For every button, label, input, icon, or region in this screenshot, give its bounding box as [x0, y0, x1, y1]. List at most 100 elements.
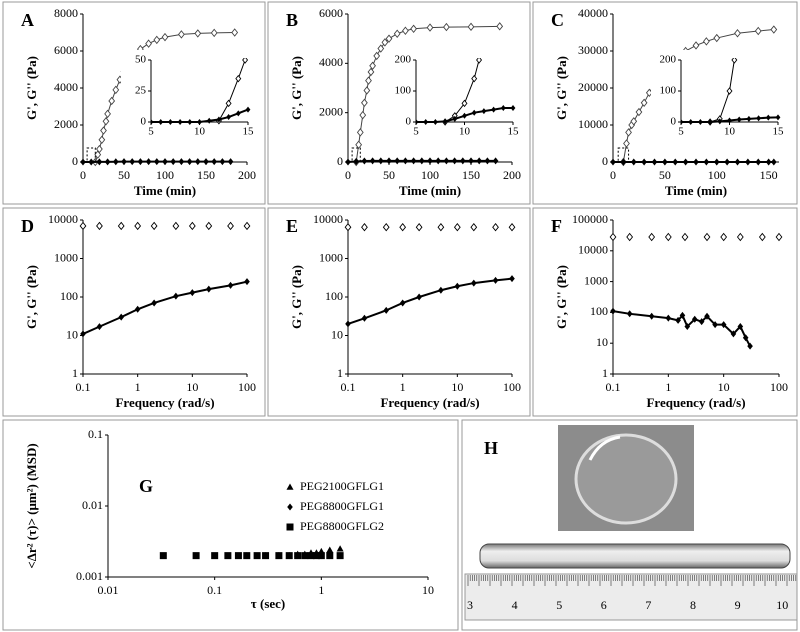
y-axis-label: G', G'' (Pa) — [554, 265, 569, 329]
marker — [307, 552, 315, 560]
zoom-box — [86, 147, 96, 163]
marker — [145, 158, 152, 166]
marker — [227, 281, 234, 289]
marker — [698, 318, 705, 326]
y-tick-label: 1000 — [54, 250, 78, 264]
marker — [720, 321, 727, 329]
marker — [162, 158, 168, 166]
marker — [382, 222, 390, 232]
marker — [476, 58, 483, 64]
y-tick-label: 0 — [602, 154, 608, 168]
x-tick-label: 10 — [459, 126, 471, 138]
marker — [702, 37, 710, 46]
marker — [712, 321, 718, 329]
marker — [195, 158, 201, 166]
marker — [720, 232, 728, 242]
marker — [625, 128, 632, 137]
marker — [672, 158, 679, 166]
marker — [203, 158, 209, 166]
marker — [410, 157, 417, 165]
marker — [104, 109, 111, 119]
marker — [285, 552, 293, 560]
y-tick-label: 1000 — [584, 273, 608, 287]
panel-border — [532, 207, 798, 417]
marker — [150, 221, 158, 231]
y-tick-label: 30000 — [578, 43, 608, 57]
y-axis-label: G', G'' (Pa) — [289, 265, 304, 329]
marker — [192, 552, 200, 560]
marker — [610, 307, 616, 315]
marker — [630, 117, 638, 126]
marker — [186, 158, 193, 166]
x-tick-label: 0 — [610, 168, 616, 182]
marker — [754, 26, 762, 36]
marker — [194, 29, 202, 38]
marker — [378, 157, 384, 165]
marker — [373, 51, 381, 61]
marker — [355, 140, 363, 149]
x-tick-label: 5 — [148, 126, 154, 138]
x-axis-label: Time (min) — [134, 183, 196, 198]
marker — [234, 552, 242, 560]
marker — [443, 157, 450, 165]
marker — [178, 158, 185, 166]
x-tick-label: 1 — [400, 380, 406, 394]
gel-rod — [479, 543, 791, 569]
x-tick-label: 10 — [186, 380, 198, 394]
series-line — [82, 280, 248, 335]
inset: 5 10 15 0 100 200 — [651, 50, 785, 146]
marker — [88, 158, 94, 166]
marker — [724, 158, 730, 166]
y-tick-label: 0.1 — [88, 427, 103, 441]
marker — [496, 22, 504, 31]
marker — [197, 119, 202, 125]
x-tick-label: 10 — [718, 380, 730, 394]
marker — [226, 114, 231, 121]
marker — [460, 157, 466, 165]
marker — [675, 316, 681, 324]
y-tick-label: 1 — [72, 366, 78, 380]
marker — [96, 158, 103, 166]
x-tick-label: 0.1 — [76, 380, 91, 394]
marker — [775, 232, 783, 242]
x-tick-label: 150 — [760, 168, 778, 182]
marker — [500, 105, 506, 112]
panel-label: H — [484, 438, 498, 458]
x-tick-label: 150 — [462, 168, 480, 182]
ruler — [464, 573, 798, 621]
marker — [640, 98, 648, 108]
marker — [437, 222, 445, 232]
panel-border — [2, 419, 459, 631]
marker — [736, 232, 744, 242]
marker — [369, 157, 376, 165]
marker — [172, 221, 180, 231]
y-tick-label: 100 — [395, 85, 412, 97]
marker — [427, 157, 433, 165]
marker — [419, 157, 425, 165]
x-tick-label: 5 — [678, 126, 684, 138]
marker — [227, 221, 234, 231]
marker — [189, 289, 196, 297]
marker — [210, 28, 218, 38]
marker — [476, 157, 482, 165]
marker — [509, 275, 515, 283]
x-tick-label: 0 — [345, 168, 351, 182]
y-tick-label: 8000 — [54, 6, 78, 20]
y-axis-label: G', G'' (Pa) — [24, 56, 39, 120]
y-axis-label: <Δr² (τ)> (μm²) (MSD) — [24, 443, 39, 568]
photo-panel: H — [461, 419, 798, 631]
marker — [736, 116, 742, 123]
panel-label: G — [139, 476, 153, 496]
marker — [294, 552, 302, 560]
marker — [326, 552, 334, 560]
marker — [481, 108, 487, 115]
marker — [211, 158, 217, 166]
marker — [363, 86, 371, 95]
y-tick-label: 40000 — [578, 6, 608, 20]
y-tick-label: 10000 — [578, 243, 608, 257]
marker — [679, 311, 686, 319]
marker — [361, 157, 368, 165]
y-tick-label: 0 — [671, 116, 677, 128]
marker — [275, 552, 283, 560]
